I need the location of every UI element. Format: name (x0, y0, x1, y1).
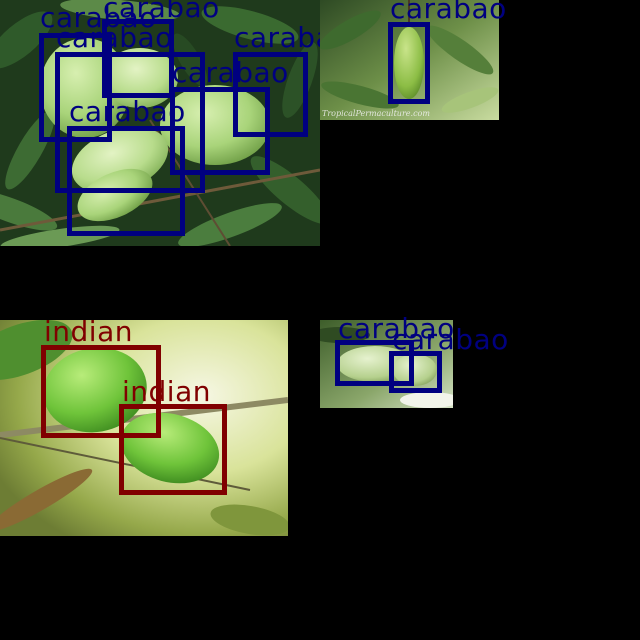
indian-mango-photo (0, 320, 288, 536)
mango-tree-photo (0, 0, 320, 246)
bounding-box-carabao (388, 22, 430, 104)
bounding-box-carabao (335, 340, 414, 386)
detection-label: indian (122, 375, 211, 408)
detection-label: carabao (392, 323, 509, 356)
bounding-box-indian (41, 345, 161, 438)
watermark-text: TropicalPermaculture.com (322, 109, 430, 118)
bounding-box-carabao (233, 52, 308, 137)
detection-label: carabao (40, 1, 157, 34)
photo-tile-bottom-left: indian indian (0, 320, 320, 536)
detection-label: indian (44, 320, 133, 348)
detection-label: carabao (234, 21, 320, 54)
detection-label: carabao (56, 21, 173, 54)
bounding-box-carabao (389, 351, 442, 393)
bounding-box-carabao (55, 52, 205, 193)
detection-label: carabao (172, 56, 289, 89)
mango-branch-photo (320, 0, 499, 120)
detection-label: carabao (338, 315, 455, 345)
detection-label: carabao (103, 0, 220, 24)
photo-tile-top-left: carabao carabao carabao carabao carabao … (0, 0, 320, 246)
photo-tile-top-right: TropicalPermaculture.com carabao (320, 0, 640, 130)
bounding-box-carabao (39, 33, 112, 142)
bounding-box-carabao (67, 126, 185, 236)
bounding-box-carabao (170, 87, 270, 175)
detection-label: carabao (69, 95, 186, 128)
detection-label: carabao (390, 0, 507, 25)
carabao-mango-photo (320, 320, 453, 408)
photo-tile-bottom-right: carabao carabao (320, 315, 640, 415)
bounding-box-carabao (102, 19, 174, 98)
bounding-box-indian (119, 404, 227, 495)
